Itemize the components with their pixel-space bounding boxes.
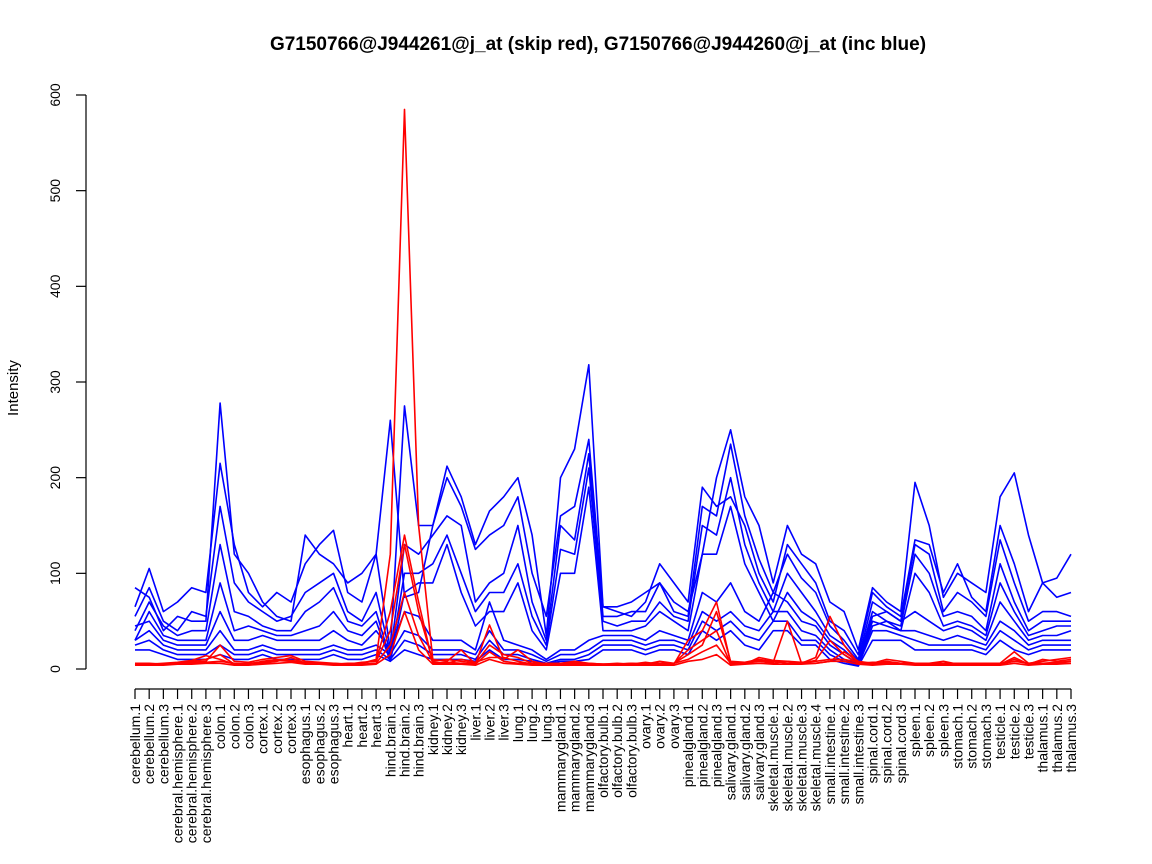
x-tick-label: testicle.1 xyxy=(992,704,1008,759)
x-tick-label: cerebellum.2 xyxy=(141,704,157,784)
series-line-skip-4 xyxy=(134,534,1072,667)
y-tick-label: 0 xyxy=(47,665,63,673)
chart-title: G7150766@J944261@j_at (skip red), G71507… xyxy=(270,34,926,55)
x-tick-label: cerebral.hemisphere.1 xyxy=(170,704,186,844)
y-tick-label: 200 xyxy=(47,466,63,490)
x-tick-label: mammarygland.1 xyxy=(552,704,568,812)
x-tick-label: thalamus.3 xyxy=(1063,704,1079,773)
x-tick-label: hind.brain.1 xyxy=(382,704,398,777)
x-tick-label: colon.1 xyxy=(212,704,228,749)
y-tick-label: 500 xyxy=(47,179,63,203)
series-line-inc-8 xyxy=(134,620,1071,667)
series-line-inc-6 xyxy=(134,582,1072,666)
y-tick-label: 600 xyxy=(47,83,63,107)
x-tick-label: spinal.cord.3 xyxy=(893,704,909,784)
x-tick-label: liver.2 xyxy=(482,704,498,741)
x-tick-label: pinealgland.2 xyxy=(694,704,710,788)
x-tick-label: esophagus.3 xyxy=(326,704,342,784)
x-tick-label: spinal.cord.2 xyxy=(879,704,895,784)
x-tick-label: olfactory.bulb.1 xyxy=(595,704,611,798)
x-tick-label: cerebellum.3 xyxy=(155,704,171,784)
x-tick-label: mammarygland.3 xyxy=(581,704,597,812)
x-tick-label: small.intestine.3 xyxy=(850,704,866,805)
x-tick-label: small.intestine.1 xyxy=(822,704,838,805)
series-line-inc-7 xyxy=(134,610,1071,666)
series-line-skip-5 xyxy=(135,610,1072,667)
x-tick-label: stomach.2 xyxy=(964,704,980,769)
x-tick-label: pinealgland.1 xyxy=(680,704,696,788)
series-group xyxy=(134,108,1072,667)
x-tick-label: skeletal.muscle.3 xyxy=(794,704,810,812)
x-tick-label: stomach.3 xyxy=(978,704,994,769)
x-tick-label: esophagus.1 xyxy=(297,704,313,784)
x-tick-label: lung.2 xyxy=(524,704,540,742)
x-tick-label: liver.3 xyxy=(496,704,512,741)
x-tick-label: heart.3 xyxy=(368,704,384,748)
x-axis: cerebellum.1cerebellum.2cerebellum.3cere… xyxy=(127,688,1079,844)
x-tick-label: heart.1 xyxy=(340,704,356,748)
series-line-inc-9 xyxy=(135,629,1071,667)
x-tick-label: thalamus.1 xyxy=(1035,704,1051,773)
y-tick-label: 400 xyxy=(47,274,63,298)
x-tick-label: lung.1 xyxy=(510,704,526,742)
x-tick-label: cerebral.hemisphere.2 xyxy=(184,704,200,844)
series-line-skip-1 xyxy=(135,108,1071,666)
x-tick-label: spleen.2 xyxy=(921,704,937,757)
x-tick-label: small.intestine.2 xyxy=(836,704,852,805)
x-tick-label: spinal.cord.1 xyxy=(864,704,880,784)
x-tick-label: testicle.3 xyxy=(1020,704,1036,759)
y-tick-label: 100 xyxy=(47,561,63,585)
x-tick-label: colon.3 xyxy=(240,704,256,749)
x-tick-label: stomach.1 xyxy=(950,704,966,769)
x-tick-label: salivary.gland.3 xyxy=(751,704,767,800)
series-line-inc-2 xyxy=(134,405,1072,656)
x-tick-label: hind.brain.3 xyxy=(411,704,427,777)
x-tick-label: cortex.2 xyxy=(269,704,285,754)
x-tick-label: testicle.2 xyxy=(1006,704,1022,759)
x-tick-label: olfactory.bulb.3 xyxy=(623,704,639,798)
x-tick-label: skeletal.muscle.1 xyxy=(765,704,781,812)
x-tick-label: spleen.1 xyxy=(907,704,923,757)
x-tick-label: cerebral.hemisphere.3 xyxy=(198,704,214,844)
x-tick-label: heart.2 xyxy=(354,704,370,748)
x-tick-label: skeletal.muscle.4 xyxy=(808,704,824,812)
x-tick-label: mammarygland.2 xyxy=(567,704,583,812)
x-tick-label: spleen.3 xyxy=(935,704,951,757)
x-tick-label: cortex.1 xyxy=(255,704,271,754)
x-tick-label: skeletal.muscle.2 xyxy=(779,704,795,812)
x-tick-label: colon.2 xyxy=(226,704,242,749)
x-tick-label: kidney.2 xyxy=(439,704,455,755)
x-tick-label: cerebellum.1 xyxy=(127,704,143,784)
x-tick-label: ovary.2 xyxy=(652,704,668,749)
x-tick-label: kidney.1 xyxy=(425,704,441,755)
x-tick-label: ovary.3 xyxy=(666,704,682,749)
x-tick-label: lung.3 xyxy=(538,704,554,742)
y-axis-label: Intensity xyxy=(5,360,22,416)
y-tick-label: 300 xyxy=(47,370,63,394)
x-tick-label: olfactory.bulb.2 xyxy=(609,704,625,798)
x-tick-label: salivary.gland.1 xyxy=(723,704,739,800)
x-tick-label: pinealgland.3 xyxy=(708,704,724,788)
y-axis: 0 100 200 300 400 500 600 xyxy=(47,83,87,673)
x-tick-label: hind.brain.2 xyxy=(396,704,412,777)
series-line-inc-4 xyxy=(134,467,1071,663)
x-tick-label: liver.1 xyxy=(467,704,483,741)
x-tick-label: salivary.gland.2 xyxy=(737,704,753,800)
x-tick-label: ovary.1 xyxy=(638,704,654,749)
x-tick-label: thalamus.2 xyxy=(1049,704,1065,773)
x-tick-label: cortex.3 xyxy=(283,704,299,754)
x-tick-label: kidney.3 xyxy=(453,704,469,755)
x-tick-label: esophagus.2 xyxy=(311,704,327,784)
series-line-inc-5 xyxy=(134,486,1071,665)
